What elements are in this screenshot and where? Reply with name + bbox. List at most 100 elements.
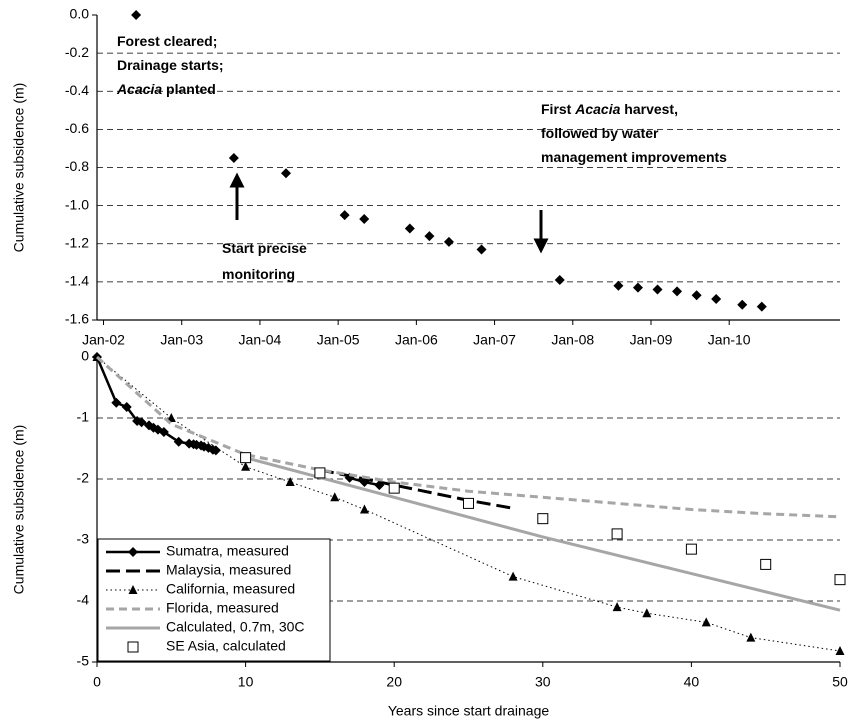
marker-triangle (285, 477, 295, 487)
annotation-text: harvest, (620, 101, 678, 117)
marker-diamond (158, 427, 169, 438)
marker-square (611, 528, 623, 540)
annotation-text: Start precise (222, 240, 307, 256)
x-tick-label: 10 (238, 674, 254, 690)
y-axis-title: Cumulative subsidence (m) (11, 425, 27, 595)
marker-diamond (131, 10, 142, 20)
legend-label: SE Asia, calculated (166, 638, 286, 654)
x-tick-label: 40 (684, 674, 700, 690)
y-tick-label: -2 (77, 470, 90, 486)
y-tick-label: -3 (77, 531, 90, 547)
marker-diamond (672, 286, 683, 297)
x-tick-label: Jan-04 (239, 332, 282, 348)
series-line (95, 355, 841, 519)
marker-diamond (359, 213, 370, 224)
annotation-text: followed by water (541, 125, 659, 141)
annotation-text: planted (162, 81, 216, 97)
legend-box (97, 538, 331, 662)
x-tick-label: Jan-09 (630, 332, 673, 348)
annotation-text: Acacia (574, 101, 620, 117)
legend-label: California, measured (166, 581, 295, 597)
marker-diamond (632, 282, 643, 293)
y-tick-label: -1.4 (65, 273, 89, 289)
marker-diamond (111, 397, 122, 408)
marker-diamond (613, 280, 624, 291)
annotation-text: Drainage starts; (117, 57, 224, 73)
marker-diamond (554, 274, 565, 285)
marker-diamond (443, 236, 454, 247)
x-axis-title: Years since start drainage (388, 703, 550, 719)
y-tick-label: -5 (77, 653, 90, 669)
marker-triangle (359, 504, 369, 514)
legend-label: Sumatra, measured (166, 543, 289, 559)
series-line (245, 456, 841, 612)
annotation: management improvements (541, 149, 727, 165)
marker-diamond (173, 436, 184, 447)
marker-triangle (835, 646, 845, 656)
marker-diamond (281, 168, 292, 179)
y-tick-label: -0.8 (65, 158, 89, 174)
marker-square (537, 513, 549, 525)
legend-label: Malaysia, measured (166, 562, 291, 578)
annotation: First Acacia harvest, (541, 101, 678, 117)
y-tick-label: -1.0 (65, 196, 89, 212)
x-tick-label: 50 (832, 674, 848, 690)
marker-square (463, 497, 474, 509)
annotation: Acacia planted (116, 81, 216, 97)
marker-square (314, 467, 326, 479)
annotation: Drainage starts; (117, 57, 224, 73)
marker-triangle (746, 632, 756, 642)
y-tick-label: -1 (77, 409, 90, 425)
marker-triangle (330, 492, 340, 502)
marker-diamond (339, 210, 350, 221)
y-tick-label: 0 (81, 348, 89, 364)
marker-diamond (756, 301, 767, 312)
annotation-text: Forest cleared; (117, 33, 217, 49)
x-tick-label: Jan-02 (82, 332, 125, 348)
x-tick-label: Jan-03 (160, 332, 203, 348)
annotation-text: monitoring (222, 266, 295, 282)
x-tick-label: Jan-07 (473, 332, 516, 348)
y-tick-label: -1.6 (65, 311, 89, 327)
marker-square (240, 452, 252, 464)
marker-diamond (424, 231, 435, 242)
marker-diamond (128, 547, 138, 557)
y-tick-label: 0.0 (70, 6, 90, 22)
marker-diamond (711, 294, 722, 305)
marker-square (760, 558, 772, 570)
marker-square (127, 641, 139, 653)
marker-triangle (128, 585, 138, 594)
marker-triangle (612, 602, 622, 612)
marker-diamond (210, 445, 221, 456)
marker-square (834, 574, 846, 586)
marker-diamond (737, 299, 748, 310)
x-tick-label: Jan-08 (551, 332, 594, 348)
marker-triangle (241, 461, 251, 471)
series-line (96, 356, 841, 652)
x-tick-label: Jan-05 (317, 332, 360, 348)
marker-diamond (228, 152, 239, 163)
marker-diamond (652, 284, 663, 295)
legend-label: Florida, measured (166, 600, 279, 616)
annotation-text: First (541, 101, 575, 117)
marker-diamond (691, 290, 702, 301)
marker-diamond (121, 402, 132, 413)
marker-square (685, 543, 697, 555)
marker-diamond (136, 417, 147, 428)
y-tick-label: -0.4 (65, 82, 89, 98)
marker-diamond (404, 223, 415, 234)
marker-triangle (642, 608, 652, 618)
annotation-text: management improvements (541, 149, 727, 165)
annotation-text: Acacia (116, 81, 162, 97)
annotation: Start precise (222, 240, 307, 256)
y-tick-label: -1.2 (65, 234, 89, 250)
marker-triangle (701, 617, 711, 627)
x-tick-label: 0 (93, 674, 101, 690)
annotation: Forest cleared; (117, 33, 217, 49)
series-line (319, 468, 514, 510)
legend-label: Calculated, 0.7m, 30C (166, 619, 305, 635)
y-axis-title: Cumulative subsidence (m) (11, 83, 27, 253)
annotation: followed by water (541, 125, 659, 141)
x-tick-label: Jan-10 (708, 332, 751, 348)
